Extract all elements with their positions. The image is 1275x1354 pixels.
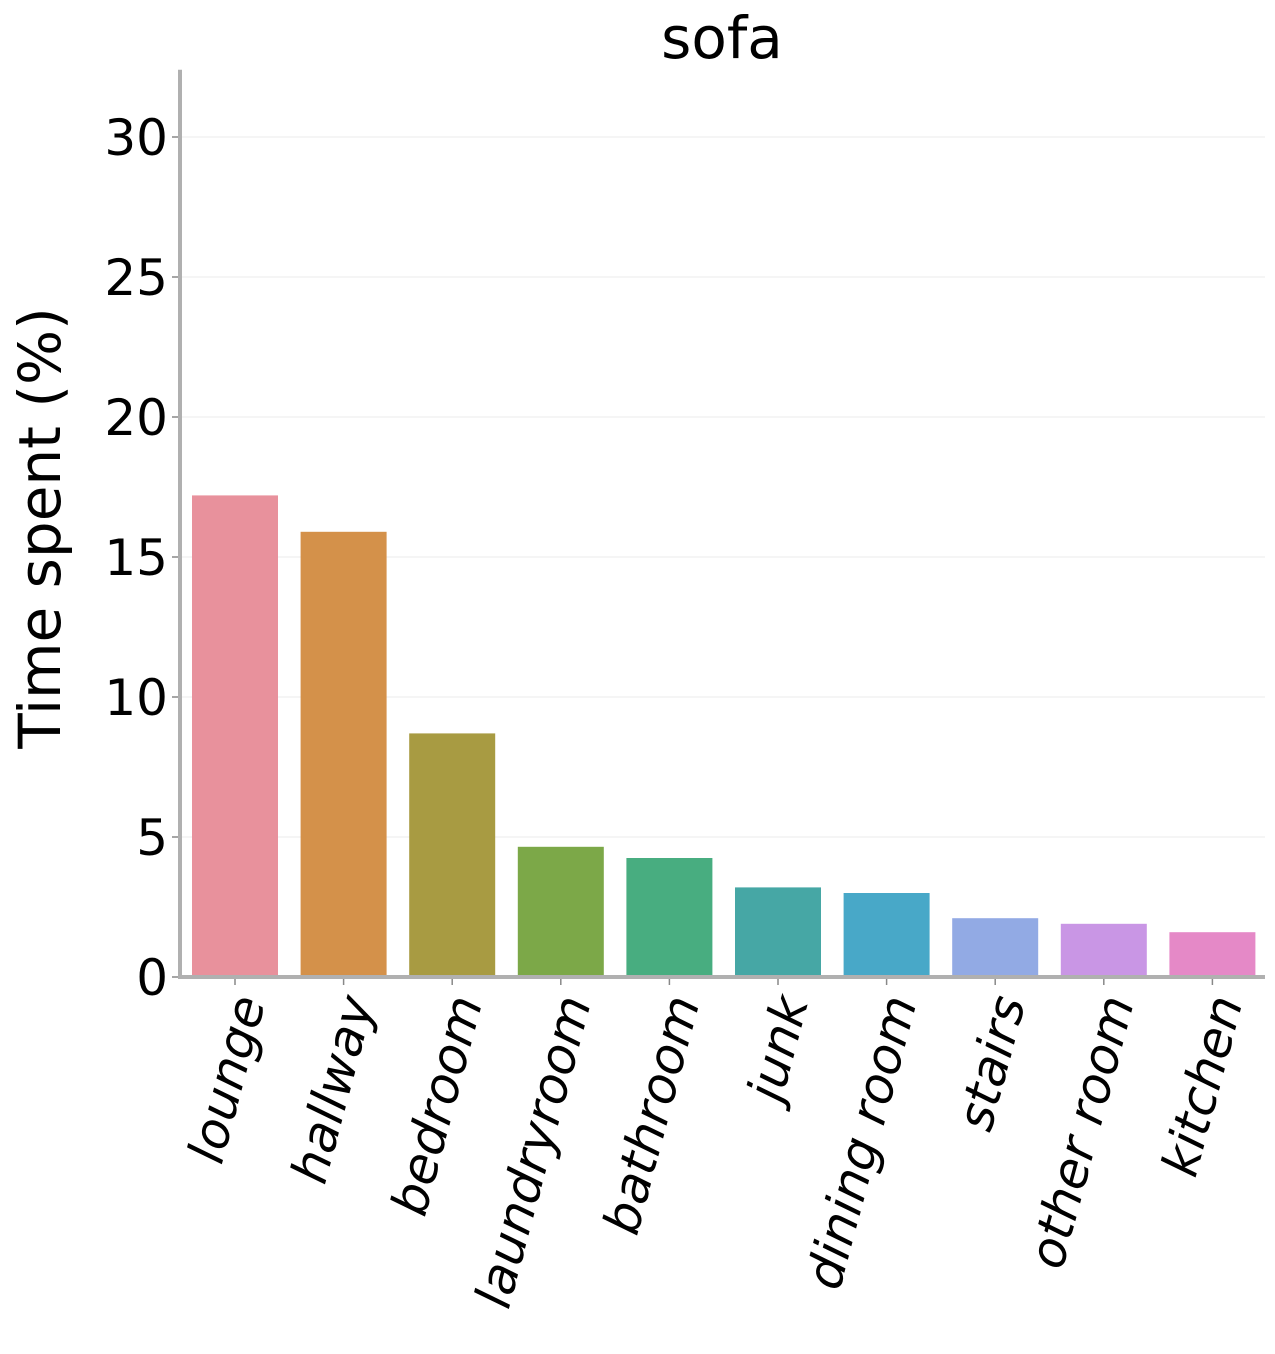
bar-junk — [735, 887, 821, 977]
y-tick-label: 10 — [104, 669, 168, 727]
y-tick-label: 15 — [104, 529, 168, 587]
y-axis-ticks: 0 5 10 15 20 25 30 — [104, 109, 180, 1007]
bar-other-room — [1060, 923, 1147, 977]
y-tick-label: 0 — [136, 949, 168, 1007]
bar-lounge — [192, 495, 278, 977]
y-tick-label: 5 — [136, 809, 168, 867]
x-tick-label: lounge — [177, 989, 277, 1169]
x-tick-label: bedroom — [380, 989, 494, 1221]
bar-bedroom — [409, 733, 496, 977]
y-tick-label: 25 — [104, 249, 168, 307]
chart-title: sofa — [661, 4, 783, 72]
y-tick-label: 20 — [104, 389, 168, 447]
bar-dining-room — [843, 893, 930, 977]
x-tick-label: bathroom — [592, 989, 711, 1240]
y-axis-label: Time spent (%) — [6, 307, 74, 749]
bars — [192, 495, 1256, 977]
x-tick-label: kitchen — [1151, 989, 1255, 1182]
y-tick-label: 30 — [104, 109, 168, 167]
x-tick-label: junk — [735, 988, 821, 1113]
x-tick-label: hallway — [280, 988, 386, 1189]
bar-hallway — [300, 531, 387, 977]
bar-bathroom — [626, 858, 713, 977]
bar-stairs — [952, 918, 1039, 977]
bar-laundryroom — [517, 846, 604, 977]
x-tick-label: other room — [1017, 989, 1145, 1274]
bar-kitchen — [1169, 932, 1256, 977]
x-tick-label: stairs — [946, 989, 1037, 1136]
x-tick-label: dining room — [795, 989, 929, 1295]
